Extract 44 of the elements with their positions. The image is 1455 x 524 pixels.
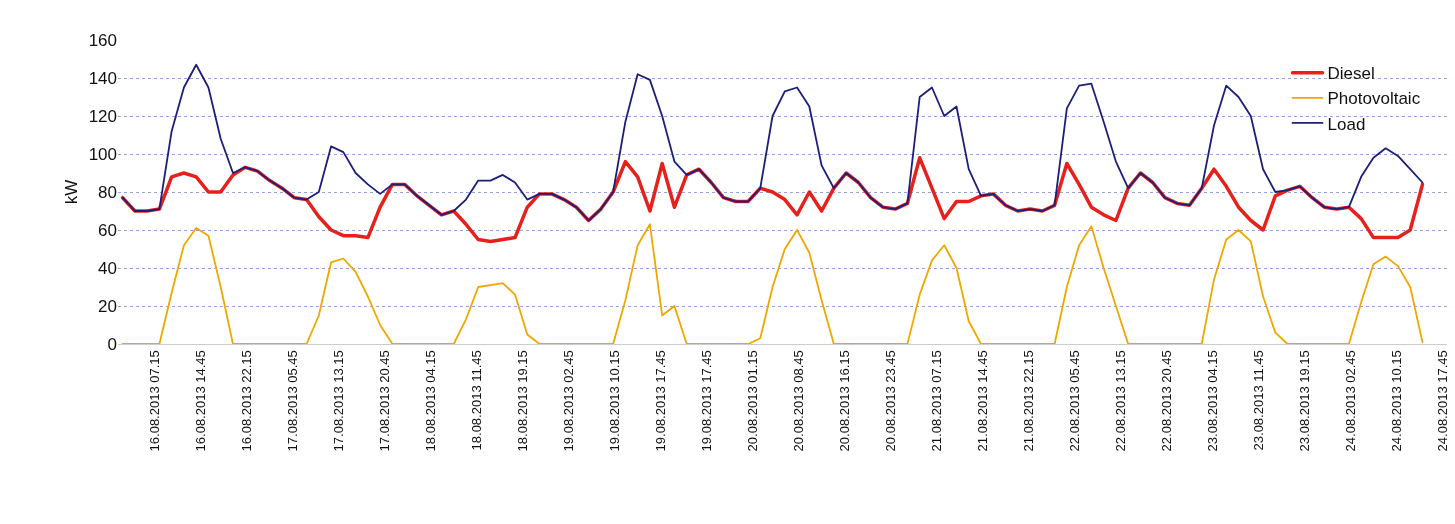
x-tick-label: 18.08.2013 11.45 (468, 350, 484, 451)
x-tick-label: 19.08.2013 02.45 (560, 350, 576, 452)
y-tick-label: 40 (98, 258, 117, 278)
y-tick-label: 100 (88, 144, 117, 164)
line-series (121, 63, 1424, 222)
x-tick-label: 24.08.2013 02.45 (1342, 350, 1358, 452)
y-tick-label: 20 (98, 296, 117, 316)
x-tick-label: 23.08.2013 19.15 (1296, 350, 1312, 452)
x-tick-label: 22.08.2013 05.45 (1066, 350, 1082, 452)
x-tick-label: 20.08.2013 23.45 (882, 350, 898, 452)
x-tick-label: 18.08.2013 04.15 (422, 350, 438, 452)
x-tick-label: 23.08.2013 04.15 (1204, 350, 1220, 452)
x-tick-label: 24.08.2013 10.15 (1388, 350, 1404, 452)
legend-label: Diesel (1327, 64, 1375, 84)
y-tick-label: 140 (88, 68, 117, 88)
y-tick-label: 60 (98, 220, 117, 240)
x-tick-label: 21.08.2013 22.15 (1020, 350, 1036, 452)
x-tick-label: 20.08.2013 01.15 (744, 350, 760, 452)
y-tick-label: 0 (107, 334, 117, 354)
y-tick-label: 120 (88, 106, 117, 126)
legend-label: Load (1327, 114, 1366, 134)
x-tick-label: 16.08.2013 14.45 (193, 350, 209, 452)
x-tick-label: 23.08.2013 11.45 (1250, 350, 1266, 451)
x-tick-label: 22.08.2013 13.15 (1112, 350, 1128, 452)
x-tick-label: 17.08.2013 20.45 (376, 350, 392, 452)
x-tick-label: 18.08.2013 19.15 (514, 350, 530, 452)
x-tick-label: 17.08.2013 13.15 (330, 350, 346, 452)
x-tick-label: 20.08.2013 08.45 (790, 350, 806, 452)
x-tick-label: 20.08.2013 16.15 (836, 350, 852, 452)
legend-label: Photovoltaic (1327, 89, 1421, 109)
x-tick-label: 24.08.2013 17.45 (1434, 350, 1450, 452)
y-tick-label: 80 (98, 182, 117, 202)
x-tick-label: 21.08.2013 07.15 (928, 350, 944, 452)
y-tick-label: 160 (88, 30, 117, 50)
x-tick-label: 16.08.2013 22.15 (238, 350, 254, 452)
x-tick-label: 19.08.2013 10.15 (606, 350, 622, 452)
y-axis-title: kW (62, 179, 82, 205)
x-tick-label: 22.08.2013 20.45 (1158, 350, 1174, 452)
x-tick-label: 19.08.2013 17.45 (698, 350, 714, 452)
x-tick-label: 17.08.2013 05.45 (284, 350, 300, 452)
x-tick-label: 19.08.2013 17.45 (652, 350, 668, 452)
x-tick-label: 16.08.2013 07.15 (147, 350, 163, 452)
x-tick-label: 21.08.2013 14.45 (974, 350, 990, 452)
line-series (121, 223, 1424, 344)
